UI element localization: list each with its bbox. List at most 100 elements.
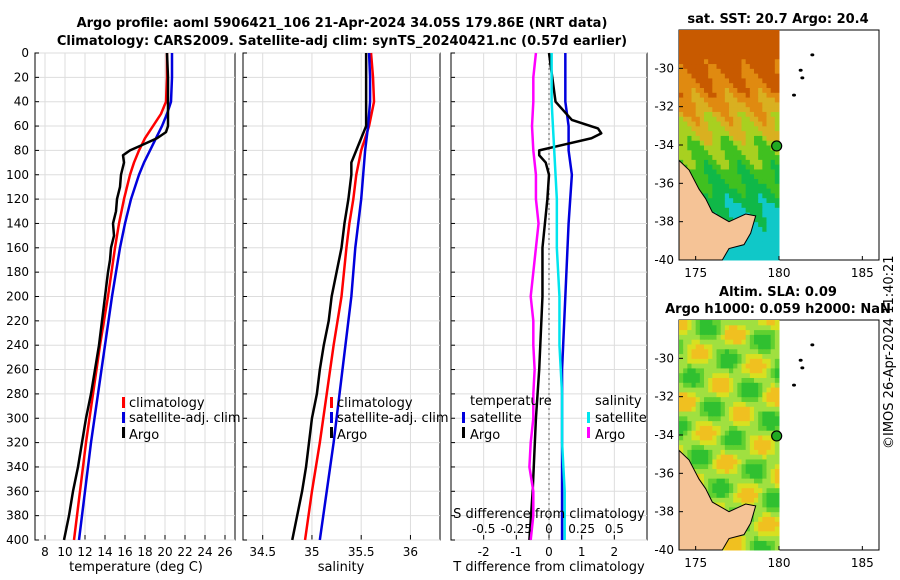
map-cell [774,49,780,55]
map-cell [737,53,742,60]
map-cell [679,82,684,88]
map-cell [704,44,709,50]
map-cell [699,468,705,474]
map-cell [695,101,701,108]
map-cell [699,415,705,422]
map-cell [770,348,776,355]
map-cell [729,183,734,189]
map-cell [708,173,713,180]
map-cell [749,149,755,156]
map-cell [749,521,755,527]
x-tick-label: 36 [403,545,418,559]
map-cell [712,497,717,503]
map-cell [720,44,726,50]
map-cell [687,87,692,93]
legend-label-climatology: climatology [129,396,205,411]
x-tick-label: 10 [57,545,72,559]
map-cell [749,329,755,335]
map-cell [762,487,767,493]
map-cell [704,449,709,455]
map-cell [770,240,776,247]
map-cell [749,154,755,160]
map-cell [770,135,776,141]
map-cell [679,30,684,36]
map-cell [754,511,759,517]
map-cell [695,430,701,436]
map-cell [774,363,780,369]
map-cell [704,387,709,393]
map-cell [695,463,701,470]
map-cell [762,463,767,470]
map-cell [741,149,747,156]
map-cell [762,255,767,261]
map-cell [724,212,730,218]
salinity-panel: 34.5 35 35.5 36 [242,52,441,559]
map-cell [716,487,722,493]
map-cell [695,73,701,79]
map-cell [716,87,722,93]
map-cell [754,221,759,227]
map-cell [762,492,767,498]
map-cell [762,140,767,146]
map-cell [704,58,709,65]
map-cell [708,121,713,127]
map-cell [758,44,763,50]
map-cell [737,435,742,441]
map-cell [716,168,722,175]
y-tick-label: -32 [654,100,674,114]
map-cell [758,473,763,479]
map-cell [687,343,692,350]
map-cell [716,202,722,208]
map-cell [758,444,763,450]
map-cell [754,329,759,335]
map-cell [733,135,738,141]
map-cell [704,463,709,470]
map-cell [770,63,776,69]
map-cell [724,324,730,331]
map-cell [733,396,738,402]
map-cell [724,367,730,374]
map-cell [741,106,747,112]
map-cell [716,324,722,331]
island [810,53,815,57]
map-cell [741,135,747,141]
map-cell [770,473,776,479]
map-cell [737,482,742,489]
y-tick-label: 0 [21,46,29,60]
map-cell [712,463,717,470]
map-cell [766,363,772,369]
map-cell [716,125,722,132]
map-cell [749,245,755,251]
map-cell [766,391,772,398]
map-cell [729,34,734,41]
map-cell [724,82,730,88]
map-cell [774,101,780,108]
map-cell [770,68,776,74]
map-cell [691,449,697,455]
map-cell [704,130,709,136]
map-cell [737,212,742,218]
map-cell [720,482,726,489]
map-cell [741,372,747,378]
map-cell [745,49,751,55]
map-cell [774,111,780,117]
map-cell [724,63,730,69]
map-cell [758,458,763,465]
map-cell [699,396,705,402]
map-cell [704,439,709,446]
map-cell [749,82,755,88]
map-cell [691,53,697,60]
map-cell [745,255,751,261]
map-cell [729,250,734,256]
y-tick-label: 180 [6,265,29,279]
map-cell [720,420,726,426]
map-cell [766,240,772,247]
map-cell [766,30,772,36]
map-cell [766,197,772,203]
map-cell [729,53,734,60]
map-cell [770,401,776,407]
map-cell [687,348,692,355]
map-cell [745,197,751,203]
map-cell [679,34,684,41]
y-tick-label: -32 [654,390,674,404]
